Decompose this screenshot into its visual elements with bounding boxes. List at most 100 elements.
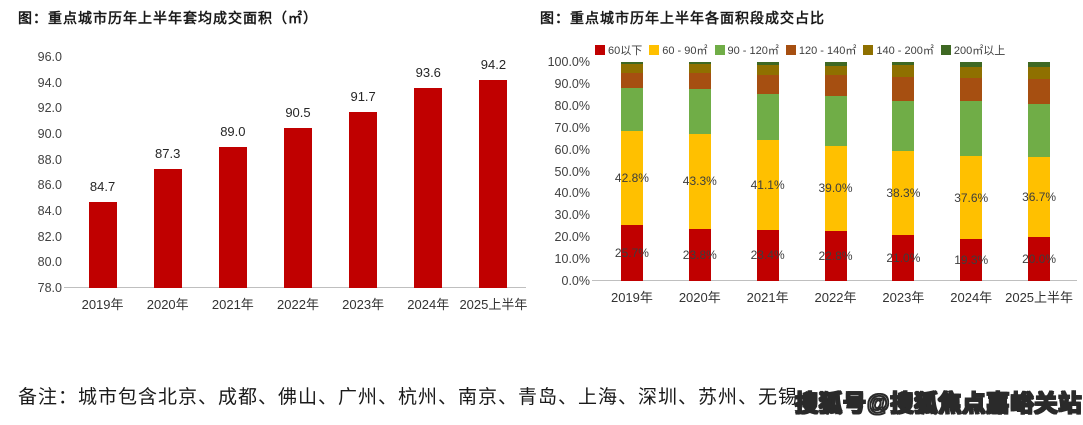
footnote: 备注：城市包含北京、成都、佛山、广州、杭州、南京、青岛、上海、深圳、苏州、无锡	[18, 387, 799, 408]
bar-value-label: 91.7	[350, 89, 376, 105]
segment-200㎡以上	[892, 62, 915, 66]
y-axis-tick-label: 92.0	[37, 101, 62, 116]
segment-value-label: 22.8%	[818, 249, 853, 264]
legend-item: 140 - 200㎡	[863, 42, 934, 58]
legend-swatch-icon	[714, 45, 725, 55]
segment-60以下	[756, 229, 779, 281]
legend-item: 90 - 120㎡	[714, 42, 779, 58]
segment-90 - 120㎡	[1028, 103, 1051, 157]
legend-label: 200㎡以上	[953, 45, 1006, 57]
x-axis-tick-label: 2025上半年	[1005, 290, 1074, 305]
bar-2019年	[88, 202, 117, 288]
segment-200㎡以上	[688, 62, 711, 64]
segment-60 - 90㎡	[892, 151, 915, 236]
y-axis-tick-label: 20.0%	[554, 230, 590, 245]
y-axis-tick-label: 0.0%	[561, 274, 591, 288]
y-axis-tick-label: 80.0%	[554, 98, 590, 113]
segment-200㎡以上	[824, 62, 847, 66]
segment-60以下	[688, 228, 711, 281]
bar-2020年	[153, 168, 182, 288]
area-share-chart-panel: 图：重点城市历年上半年各面积段成交占比 60以下 60 - 90㎡ 90 - 120…	[540, 8, 1077, 305]
segment-value-label: 23.8%	[682, 247, 717, 262]
segment-60以下	[1028, 237, 1051, 281]
segment-value-label: 20.0%	[1022, 252, 1057, 267]
bar-column: 23.4% 41.1% 2021年	[734, 62, 802, 305]
segment-200㎡以上	[960, 62, 983, 68]
segment-120 - 140㎡	[620, 72, 643, 89]
bar-value-label: 90.5	[285, 104, 311, 120]
bar-column: 84.7 2019年	[70, 57, 135, 312]
y-axis-tick-label: 100.0%	[547, 55, 590, 69]
bar-column: 19.3% 37.6% 2024年	[937, 62, 1005, 305]
segment-90 - 120㎡	[892, 100, 915, 152]
bar-value-label: 93.6	[415, 64, 441, 80]
x-axis-tick-label: 2020年	[146, 297, 189, 312]
segment-60 - 90㎡	[756, 139, 779, 230]
x-axis-tick-label: 2021年	[211, 297, 254, 312]
legend-swatch-icon	[785, 45, 796, 55]
segment-90 - 120㎡	[688, 88, 711, 135]
x-axis-tick-label: 2023年	[342, 297, 385, 312]
y-axis-tick-label: 90.0%	[554, 76, 590, 91]
segment-90 - 120㎡	[756, 93, 779, 140]
x-axis-tick-label: 2023年	[882, 290, 925, 305]
y-axis-tick-label: 84.0	[37, 204, 62, 218]
x-axis-tick-label: 2024年	[950, 290, 993, 305]
bar-column: 91.7 2023年	[331, 57, 396, 312]
legend-label: 140 - 200㎡	[876, 45, 934, 57]
y-axis-tick-label: 30.0%	[554, 208, 590, 223]
bar-column: 22.8% 39.0% 2022年	[802, 62, 870, 305]
x-axis-tick-label: 2019年	[81, 297, 124, 312]
segment-60 - 90㎡	[1028, 156, 1051, 238]
bar-2024年	[414, 87, 443, 288]
bar-2023年	[349, 112, 378, 288]
segment-120 - 140㎡	[756, 74, 779, 94]
segment-140 - 200㎡	[824, 65, 847, 76]
bar-column: 94.2 2025上半年	[459, 57, 527, 312]
segment-value-label: 21.0%	[886, 251, 921, 266]
segment-value-label: 19.3%	[954, 252, 989, 267]
legend-swatch-icon	[863, 45, 874, 55]
bar-column: 21.0% 38.3% 2023年	[869, 62, 937, 305]
y-axis-tick-label: 96.0	[37, 50, 62, 64]
bar-column: 20.0% 36.7% 2025上半年	[1005, 62, 1073, 305]
segment-120 - 140㎡	[1028, 78, 1051, 104]
legend-item: 200㎡以上	[940, 42, 1006, 58]
segment-90 - 120㎡	[620, 88, 643, 131]
y-axis-tick-label: 40.0%	[554, 186, 590, 201]
segment-60 - 90㎡	[824, 145, 847, 232]
area-share-legend: 60以下 60 - 90㎡ 90 - 120㎡ 120 - 140㎡ 140 - 200…	[595, 42, 1005, 58]
y-axis-tick-label: 50.0%	[554, 164, 590, 179]
segment-140 - 200㎡	[960, 67, 983, 78]
segment-140 - 200㎡	[688, 63, 711, 74]
bar-column: 25.7% 42.8% 2019年	[598, 62, 666, 305]
segment-value-label: 36.7%	[1022, 190, 1057, 205]
bars-area: 84.7 2019年 87.3 2020年 89.0 2021年 90.5 2022年 91.7…	[70, 57, 528, 312]
segment-value-label: 42.8%	[614, 170, 649, 185]
y-axis-tick-label: 88.0	[37, 152, 62, 167]
watermark: 搜狐号@搜狐焦点嘉峪关站	[794, 389, 1083, 417]
legend-label: 60 - 90㎡	[662, 45, 708, 57]
area-share-chart-plot: 100.0% 90.0% 80.0% 70.0% 60.0% 50.0% 40.0% 30.0…	[540, 55, 1077, 305]
bar-column: 23.8% 43.3% 2020年	[666, 62, 734, 305]
y-axis-tick-label: 82.0	[37, 229, 62, 244]
bar-2021年	[218, 146, 247, 288]
segment-60以下	[620, 224, 643, 281]
legend-swatch-icon	[649, 45, 660, 55]
y-axis-tick-label: 94.0	[37, 75, 62, 90]
legend-item: 60以下	[595, 42, 642, 58]
bar-value-label: 94.2	[480, 57, 507, 73]
x-axis-tick-label: 2025上半年	[459, 297, 528, 312]
segment-value-label: 41.1%	[750, 177, 785, 192]
bar-2025上半年	[479, 80, 508, 288]
segment-value-label: 43.3%	[682, 174, 717, 189]
segment-value-label: 23.4%	[750, 248, 785, 263]
segment-value-label: 25.7%	[614, 245, 649, 260]
segment-200㎡以上	[756, 62, 779, 65]
y-axis-tick-label: 10.0%	[554, 252, 590, 267]
legend-item: 120 - 140㎡	[785, 42, 856, 58]
y-axis-tick-label: 86.0	[37, 178, 62, 193]
y-axis-tick-label: 70.0%	[554, 120, 590, 135]
bar-value-label: 87.3	[155, 145, 181, 161]
